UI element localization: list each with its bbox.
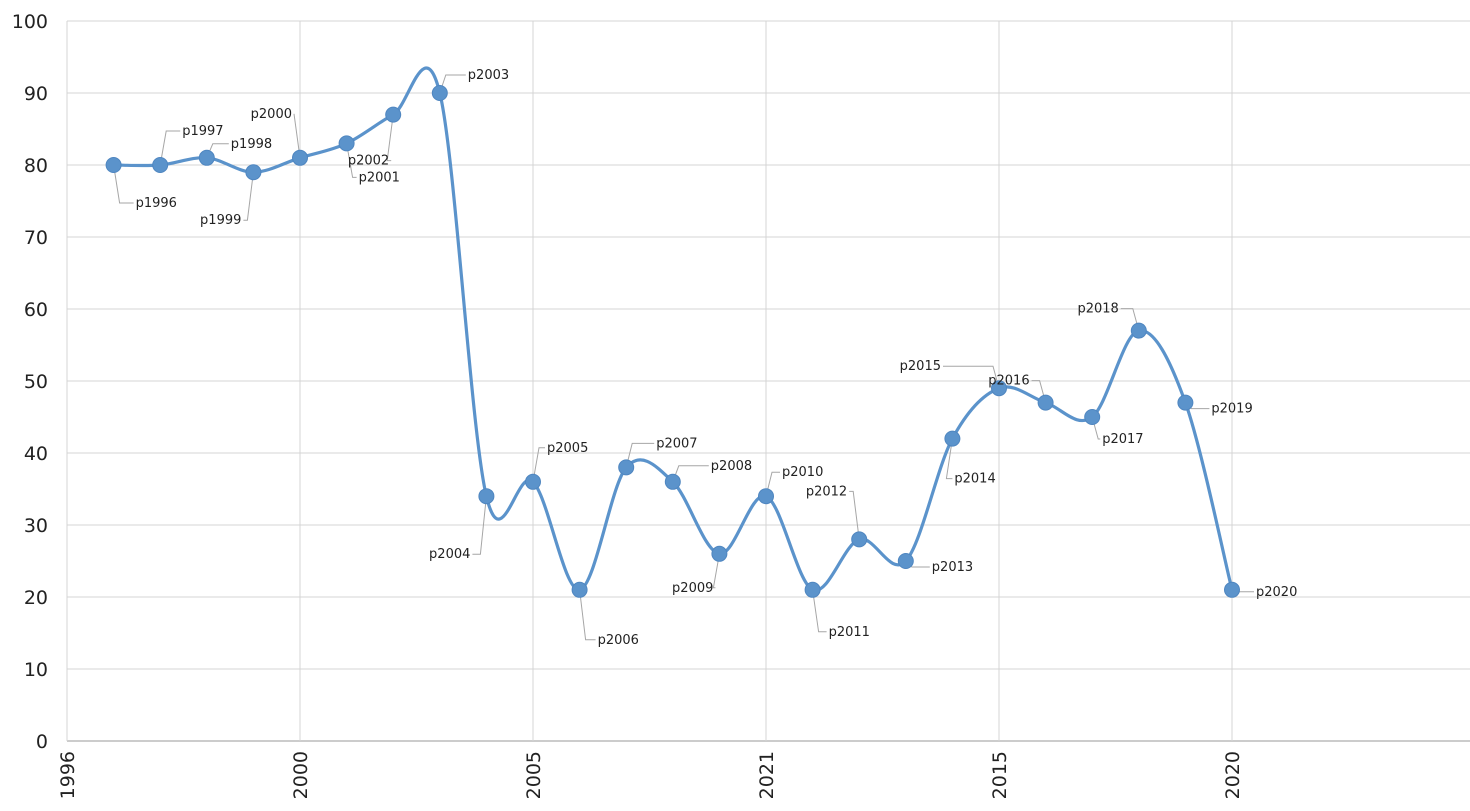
- y-tick-label: 40: [24, 443, 48, 465]
- data-point-marker: [897, 553, 914, 569]
- label-leader: [243, 172, 254, 221]
- label-leader: [532, 447, 545, 482]
- x-tick-label: 2015: [989, 751, 1011, 799]
- data-point-marker: [664, 473, 681, 490]
- x-tick-label: 2005: [523, 751, 545, 799]
- y-tick-label: 100: [12, 11, 48, 33]
- data-point-marker: [944, 430, 961, 447]
- data-point-marker: [1084, 409, 1101, 425]
- y-axis-tick-labels: 0 10 20 30 40 50 60 70 80 90 100: [12, 11, 48, 753]
- data-point-label: p2014: [954, 472, 995, 487]
- x-tick-label: 2021: [756, 751, 778, 799]
- y-tick-label: 70: [24, 227, 48, 249]
- data-point-marker: [292, 149, 308, 166]
- data-point-label: p2007: [656, 436, 697, 451]
- data-point-marker: [478, 488, 495, 505]
- x-axis-tick-labels: 1996 2000 2005 2021 2015 2020: [57, 751, 1244, 799]
- data-point-marker: [105, 157, 122, 173]
- data-point-label: p2018: [1077, 302, 1118, 317]
- label-leader: [159, 130, 181, 166]
- data-point-label: p2005: [547, 441, 588, 456]
- data-point-marker: [385, 106, 402, 123]
- data-point-marker: [618, 459, 635, 476]
- data-point-label: p2004: [429, 547, 470, 562]
- data-point-marker: [991, 380, 1007, 397]
- data-point-marker: [804, 581, 821, 598]
- data-point-marker: [1224, 581, 1240, 598]
- data-point-marker: [198, 149, 215, 166]
- data-point-label: p2017: [1102, 432, 1143, 447]
- y-tick-label: 80: [24, 155, 48, 177]
- data-point-label: p2002: [348, 154, 389, 169]
- y-tick-label: 90: [24, 83, 48, 105]
- data-point-marker: [245, 164, 262, 181]
- y-tick-label: 60: [24, 299, 48, 321]
- y-tick-label: 50: [24, 371, 48, 393]
- data-point-label: p2010: [782, 465, 823, 480]
- data-point-label: p2020: [1256, 585, 1297, 600]
- y-tick-label: 20: [24, 587, 48, 609]
- data-point-label: p2012: [806, 484, 847, 499]
- data-point-marker: [851, 531, 868, 548]
- data-point-label: p1996: [136, 196, 177, 211]
- y-tick-label: 30: [24, 515, 48, 537]
- data-point-label: p2003: [468, 68, 509, 83]
- data-point-marker: [758, 488, 774, 505]
- label-leader: [113, 164, 134, 204]
- data-point-marker: [1037, 394, 1054, 411]
- label-leader: [765, 471, 780, 497]
- data-point-label: p1998: [231, 137, 272, 152]
- label-leader: [346, 143, 357, 178]
- data-point-marker: [571, 581, 588, 598]
- data-point-marker: [711, 545, 728, 562]
- data-point-label: p2015: [900, 359, 941, 374]
- label-leader: [945, 438, 953, 480]
- label-leader: [579, 589, 596, 641]
- x-tick-label: 2020: [1222, 751, 1244, 799]
- data-point-label: p2013: [932, 560, 973, 575]
- point-markers: [105, 85, 1240, 598]
- label-leader: [849, 490, 860, 540]
- label-leader: [472, 496, 487, 555]
- data-point-label: p2006: [598, 633, 639, 648]
- x-tick-label: 1996: [57, 751, 79, 799]
- data-point-label: p1997: [182, 124, 223, 139]
- y-tick-label: 0: [36, 731, 48, 753]
- data-point-marker: [152, 157, 169, 173]
- series-line-layer: [113, 66, 1234, 592]
- data-point-marker: [1177, 394, 1194, 411]
- label-leader: [712, 553, 720, 589]
- data-point-marker: [338, 135, 355, 152]
- y-tick-label: 10: [24, 659, 48, 681]
- series-line: [113, 66, 1234, 592]
- point-label-leaders: [113, 74, 1254, 641]
- chart-gridlines: [66, 20, 1470, 742]
- data-point-marker: [431, 85, 448, 101]
- data-point-label: p2019: [1211, 402, 1252, 417]
- data-point-label: p2000: [251, 107, 292, 122]
- label-leader: [625, 442, 655, 468]
- label-leader: [812, 589, 827, 633]
- data-point-label: p2016: [988, 374, 1029, 389]
- data-point-label: p2009: [672, 581, 713, 596]
- data-point-label: p2001: [359, 170, 400, 185]
- data-point-label: p2011: [829, 625, 870, 640]
- data-point-marker: [1130, 322, 1147, 339]
- data-point-label: p1999: [200, 213, 241, 228]
- label-leader: [386, 114, 394, 162]
- data-point-label: p2008: [711, 459, 752, 474]
- x-tick-label: 2000: [290, 751, 312, 799]
- data-point-marker: [525, 473, 541, 490]
